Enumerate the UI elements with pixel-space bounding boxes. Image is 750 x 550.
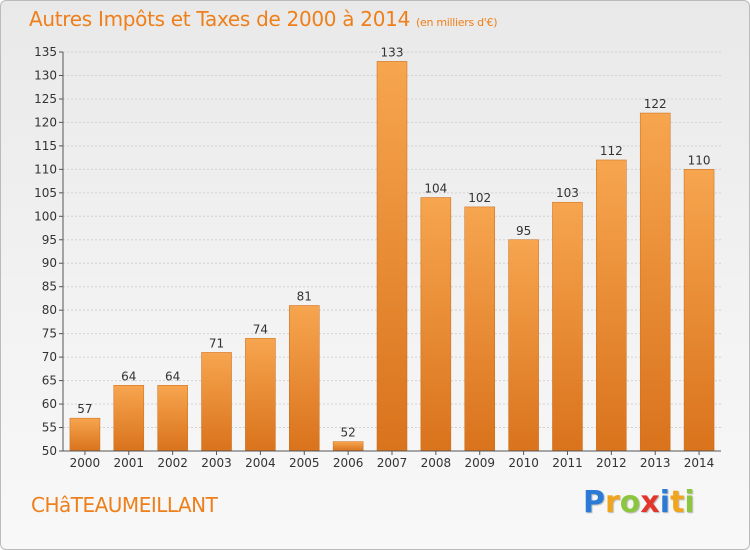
x-tick-label: 2010	[508, 456, 539, 470]
x-tick-label: 2012	[596, 456, 627, 470]
bar-2003	[201, 352, 232, 452]
logo-letter: x	[640, 485, 660, 520]
y-tick-label: 125	[34, 92, 57, 106]
logo-letter: r	[605, 485, 620, 520]
x-tick-label: 2003	[201, 456, 232, 470]
bars	[69, 61, 715, 452]
data-label-2003: 71	[209, 336, 224, 350]
data-label-2014: 110	[688, 153, 711, 167]
x-axis: 2000 2001 2002 2003 2004 2005 2006 2007 2008 2009…	[63, 450, 721, 470]
y-tick-label: 65	[42, 374, 57, 388]
bar-2010	[508, 239, 539, 452]
y-tick-label: 55	[42, 421, 57, 435]
data-label-2000: 57	[77, 402, 92, 416]
y-tick-label: 95	[42, 233, 57, 247]
y-tick-label: 50	[42, 444, 57, 458]
bar-2004	[245, 338, 276, 452]
bar-2008	[420, 197, 452, 452]
y-tick-label: 60	[42, 397, 57, 411]
y-tick-label: 80	[42, 303, 57, 317]
x-tick-label: 2002	[157, 456, 188, 470]
y-tick-label: 105	[34, 186, 57, 200]
y-tick-label: 130	[34, 68, 57, 82]
x-tick-label: 2013	[640, 456, 671, 470]
y-tick-label: 100	[34, 209, 57, 223]
x-tick-label: 2000	[70, 456, 101, 470]
x-tick-label: 2006	[333, 456, 364, 470]
logo-letter: P	[583, 485, 605, 520]
bar-2014	[683, 169, 715, 452]
bar-2002	[157, 385, 188, 452]
x-tick-label: 2008	[421, 456, 452, 470]
bar-2009	[464, 206, 495, 452]
data-label-2013: 122	[644, 97, 667, 111]
data-label-2002: 64	[165, 369, 180, 383]
data-label-2009: 102	[468, 191, 491, 205]
logo-letter: i	[659, 485, 671, 520]
data-label-2010: 95	[516, 224, 531, 238]
x-tick-label: 2014	[684, 456, 715, 470]
logo-letter: o	[619, 485, 641, 520]
y-tick-label: 75	[42, 327, 57, 341]
data-label-2008: 104	[424, 182, 447, 196]
y-axis: 50 55 60 65 70 75 80 85 90 95 100 105 110 115 120 125 13…	[34, 45, 64, 458]
x-tick-label: 2007	[377, 456, 408, 470]
data-label-2005: 81	[297, 289, 312, 303]
y-tick-label: 120	[34, 115, 57, 129]
town-name: CHâTEAUMEILLANT	[31, 493, 218, 517]
x-tick-label: 2004	[245, 456, 276, 470]
y-tick-label: 135	[34, 45, 57, 59]
x-tick-label: 2005	[289, 456, 320, 470]
chart-subtitle: (en milliers d'€)	[416, 16, 498, 29]
data-label-2006: 52	[340, 426, 355, 440]
y-tick-label: 70	[42, 350, 57, 364]
x-tick-label: 2009	[464, 456, 495, 470]
bar-2007	[376, 61, 408, 452]
logo-letter: i	[684, 485, 695, 520]
y-tick-label: 110	[34, 162, 57, 176]
bar-2011	[552, 201, 583, 452]
data-labels: 57 64 64 71 74 81 52 133 104 102 95 103 112 122 110	[77, 45, 710, 439]
bar-2012	[596, 159, 627, 452]
x-tick-label: 2001	[114, 456, 145, 470]
chart-title: Autres Impôts et Taxes de 2000 à 2014 (en…	[29, 7, 497, 31]
data-label-2004: 74	[253, 322, 268, 336]
bar-2013	[639, 112, 671, 452]
data-label-2007: 133	[381, 45, 404, 59]
data-label-2012: 112	[600, 144, 623, 158]
data-label-2011: 103	[556, 186, 579, 200]
y-tick-label: 85	[42, 280, 57, 294]
chart-title-text: Autres Impôts et Taxes de 2000 à 2014	[29, 7, 410, 31]
y-tick-label: 90	[42, 256, 57, 270]
bar-2001	[113, 385, 145, 452]
y-tick-label: 115	[34, 139, 57, 153]
data-label-2001: 64	[121, 369, 136, 383]
bar-2006	[332, 441, 364, 452]
bar-2005	[289, 305, 320, 452]
logo-letter: t	[670, 485, 685, 520]
bar-2000	[69, 417, 101, 452]
x-tick-label: 2011	[552, 456, 583, 470]
proxiti-logo: Proxiti	[583, 485, 695, 520]
